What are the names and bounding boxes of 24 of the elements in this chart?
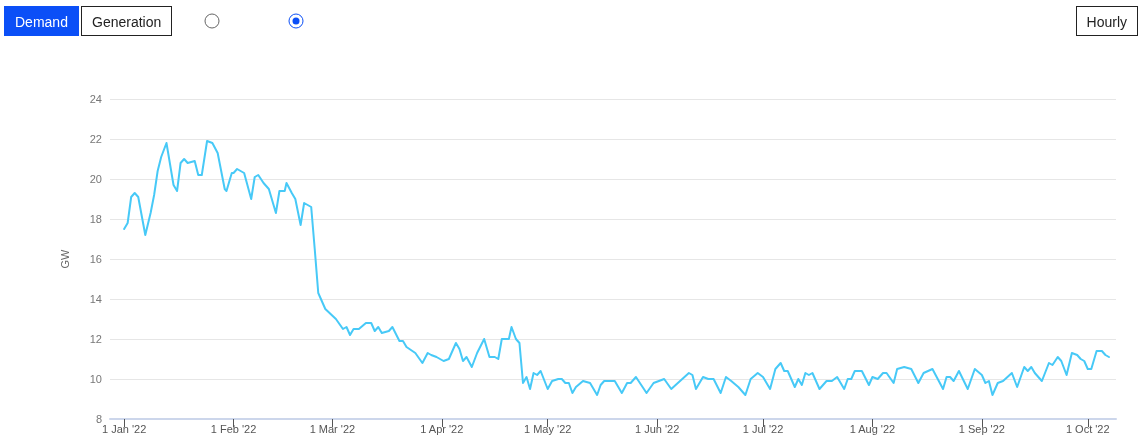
x-tick-label: 1 Sep '22 [958,422,1005,435]
y-tick-label: 18 [89,213,102,225]
x-tick-label: 1 Aug '22 [849,422,896,435]
x-tick-label: 1 Jul '22 [742,422,784,435]
y-tick-label: 8 [95,413,102,425]
y-tick-label: 24 [89,93,102,105]
x-tick-label: 1 Feb '22 [210,422,257,435]
x-tick-label: 1 Jan '22 [101,422,147,435]
y-tick-label: 14 [89,293,102,305]
x-tick-label: 1 May '22 [524,422,572,435]
x-tick-label: 1 Jun '22 [634,422,680,435]
y-tick-label: 12 [89,333,102,345]
text: Hourly [1075,6,1138,36]
x-tick-label: 1 Oct '22 [1065,422,1110,435]
y-tick-label: 20 [89,173,102,185]
x-tick-label: 1 Mar '22 [309,422,356,435]
y-tick-label: 16 [89,253,102,265]
x-tick-label: 1 Apr '22 [420,422,464,435]
line-series [123,140,1110,396]
text: Generation [81,6,173,36]
y-tick-label: 10 [89,373,102,385]
text: Demand [4,6,79,36]
y-tick-label: 22 [89,133,102,145]
y-axis-title: GW [58,248,71,269]
